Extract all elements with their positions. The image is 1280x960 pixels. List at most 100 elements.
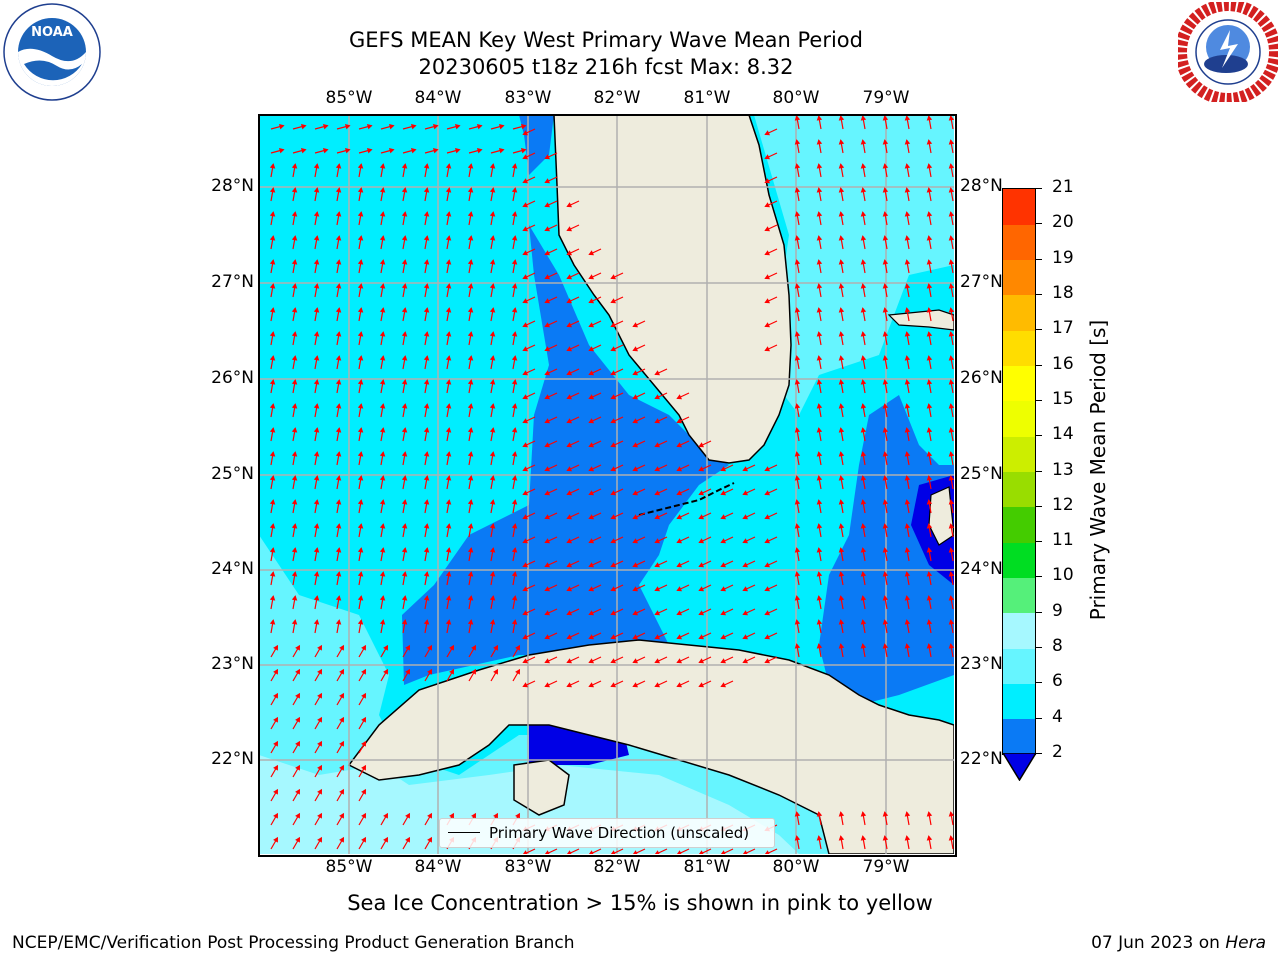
wave-arrow-head [471, 668, 477, 675]
wave-arrow-head [273, 764, 279, 771]
wave-arrow-head [926, 211, 933, 217]
wave-arrow-head [720, 634, 727, 640]
wave-arrow-head [816, 259, 823, 265]
wave-arrow-head [882, 355, 889, 361]
andros-land [928, 486, 954, 546]
wave-arrow-head [467, 379, 474, 385]
wave-arrow-head [632, 538, 639, 544]
wave-arrow-head [313, 187, 320, 193]
wave-arrow-head [838, 619, 845, 625]
wave-arrow-head [401, 523, 408, 529]
wave-arrow-head [882, 331, 889, 337]
wave-arrow-head [860, 475, 867, 481]
colorbar-segment [1003, 542, 1035, 578]
wave-arrow-head [860, 115, 867, 121]
cuba-land [347, 639, 954, 854]
wave-arrow-head [904, 451, 911, 457]
wave-arrow-head [566, 418, 573, 424]
wave-arrow-head [794, 451, 801, 457]
wave-arrow-head [566, 490, 573, 496]
wave-arrow-head [948, 115, 954, 121]
wave-arrow-head [357, 427, 364, 433]
wave-arrow-head [489, 283, 496, 289]
wave-arrow-head [423, 331, 430, 337]
colorbar-label: 11 [1052, 530, 1074, 551]
wave-arrow-head [632, 322, 639, 328]
wave-arrow-head [291, 595, 298, 601]
wave-arrow-head [882, 187, 889, 193]
noaa-logo-icon: NOAA [2, 2, 102, 102]
wave-arrow-head [379, 547, 386, 553]
colorbar-label: 9 [1052, 600, 1063, 621]
wave-arrow-head [335, 235, 342, 241]
wave-arrow-head [423, 475, 430, 481]
wave-arrow-head [764, 586, 771, 592]
wave-arrow-head [794, 523, 801, 529]
wave-arrow-head [860, 259, 867, 265]
wave-arrow-head [335, 355, 342, 361]
wave-arrow-head [379, 451, 386, 457]
wave-arrow-head [698, 634, 705, 640]
wave-arrow-head [291, 619, 298, 625]
colorbar-label: 13 [1052, 459, 1074, 480]
colorbar-segment [1003, 224, 1035, 261]
wave-arrow-head [291, 259, 298, 265]
wave-arrow-head [632, 466, 639, 472]
wave-arrow-head [511, 451, 518, 457]
wave-arrow-head [566, 226, 573, 232]
wave-arrow-head [566, 586, 573, 592]
wave-arrow-head [511, 571, 518, 577]
wave-arrow-head [335, 595, 342, 601]
wave-arrow-head [926, 187, 933, 193]
wave-arrow-head [544, 538, 551, 544]
wave-arrow-head [520, 148, 527, 154]
wave-arrow-head [566, 202, 573, 208]
wave-arrow-head [357, 235, 364, 241]
wave-arrow-head [816, 835, 823, 841]
wave-arrow-head [300, 124, 307, 130]
colorbar-tick [1036, 435, 1042, 437]
wave-arrow-head [610, 538, 617, 544]
wave-arrow-head [816, 475, 823, 481]
wave-arrow-head [379, 475, 386, 481]
wave-arrow-head [948, 379, 954, 385]
wave-arrow-head [566, 466, 573, 472]
footer-date-text: 07 Jun 2023 on [1091, 933, 1226, 953]
wave-arrow-head [676, 490, 683, 496]
wave-arrow-head [742, 562, 749, 568]
wave-arrow-head [720, 610, 727, 616]
wave-arrow-head [361, 692, 367, 699]
wave-arrow-head [379, 187, 386, 193]
wave-arrow-head [816, 595, 823, 601]
wave-arrow-head [445, 595, 452, 601]
wave-arrow-head [493, 812, 499, 819]
wave-arrow-head [926, 643, 933, 649]
wave-arrow-head [794, 403, 801, 409]
wave-arrow-head [489, 499, 496, 505]
wave-arrow-head [357, 451, 364, 457]
wave-arrow-head [522, 850, 528, 854]
wave-arrow-head [632, 634, 639, 640]
colorbar-tick [1036, 647, 1042, 649]
wave-arrow-head [476, 124, 483, 130]
wave-arrow-head [467, 523, 474, 529]
wave-arrow-head [948, 163, 954, 169]
wave-arrow-head [445, 307, 452, 313]
wave-arrow-head [544, 298, 551, 304]
wave-arrow-head [764, 466, 771, 472]
wave-arrow-head [522, 538, 529, 544]
wave-arrow-head [405, 668, 411, 675]
wave-arrow-head [445, 235, 452, 241]
wave-arrow-head [632, 658, 639, 664]
wave-arrow-head [566, 322, 573, 328]
wave-arrow-head [838, 643, 845, 649]
wave-arrow-head [816, 187, 823, 193]
wave-arrow-head [794, 811, 801, 817]
wave-arrow-head [948, 595, 954, 601]
wave-arrow-head [544, 322, 551, 328]
legend-label: Primary Wave Direction (unscaled) [489, 824, 750, 842]
wave-arrow-head [291, 547, 298, 553]
wave-arrow-head [632, 514, 639, 520]
wave-arrow-head [269, 259, 276, 265]
wave-arrow-head [522, 418, 529, 424]
